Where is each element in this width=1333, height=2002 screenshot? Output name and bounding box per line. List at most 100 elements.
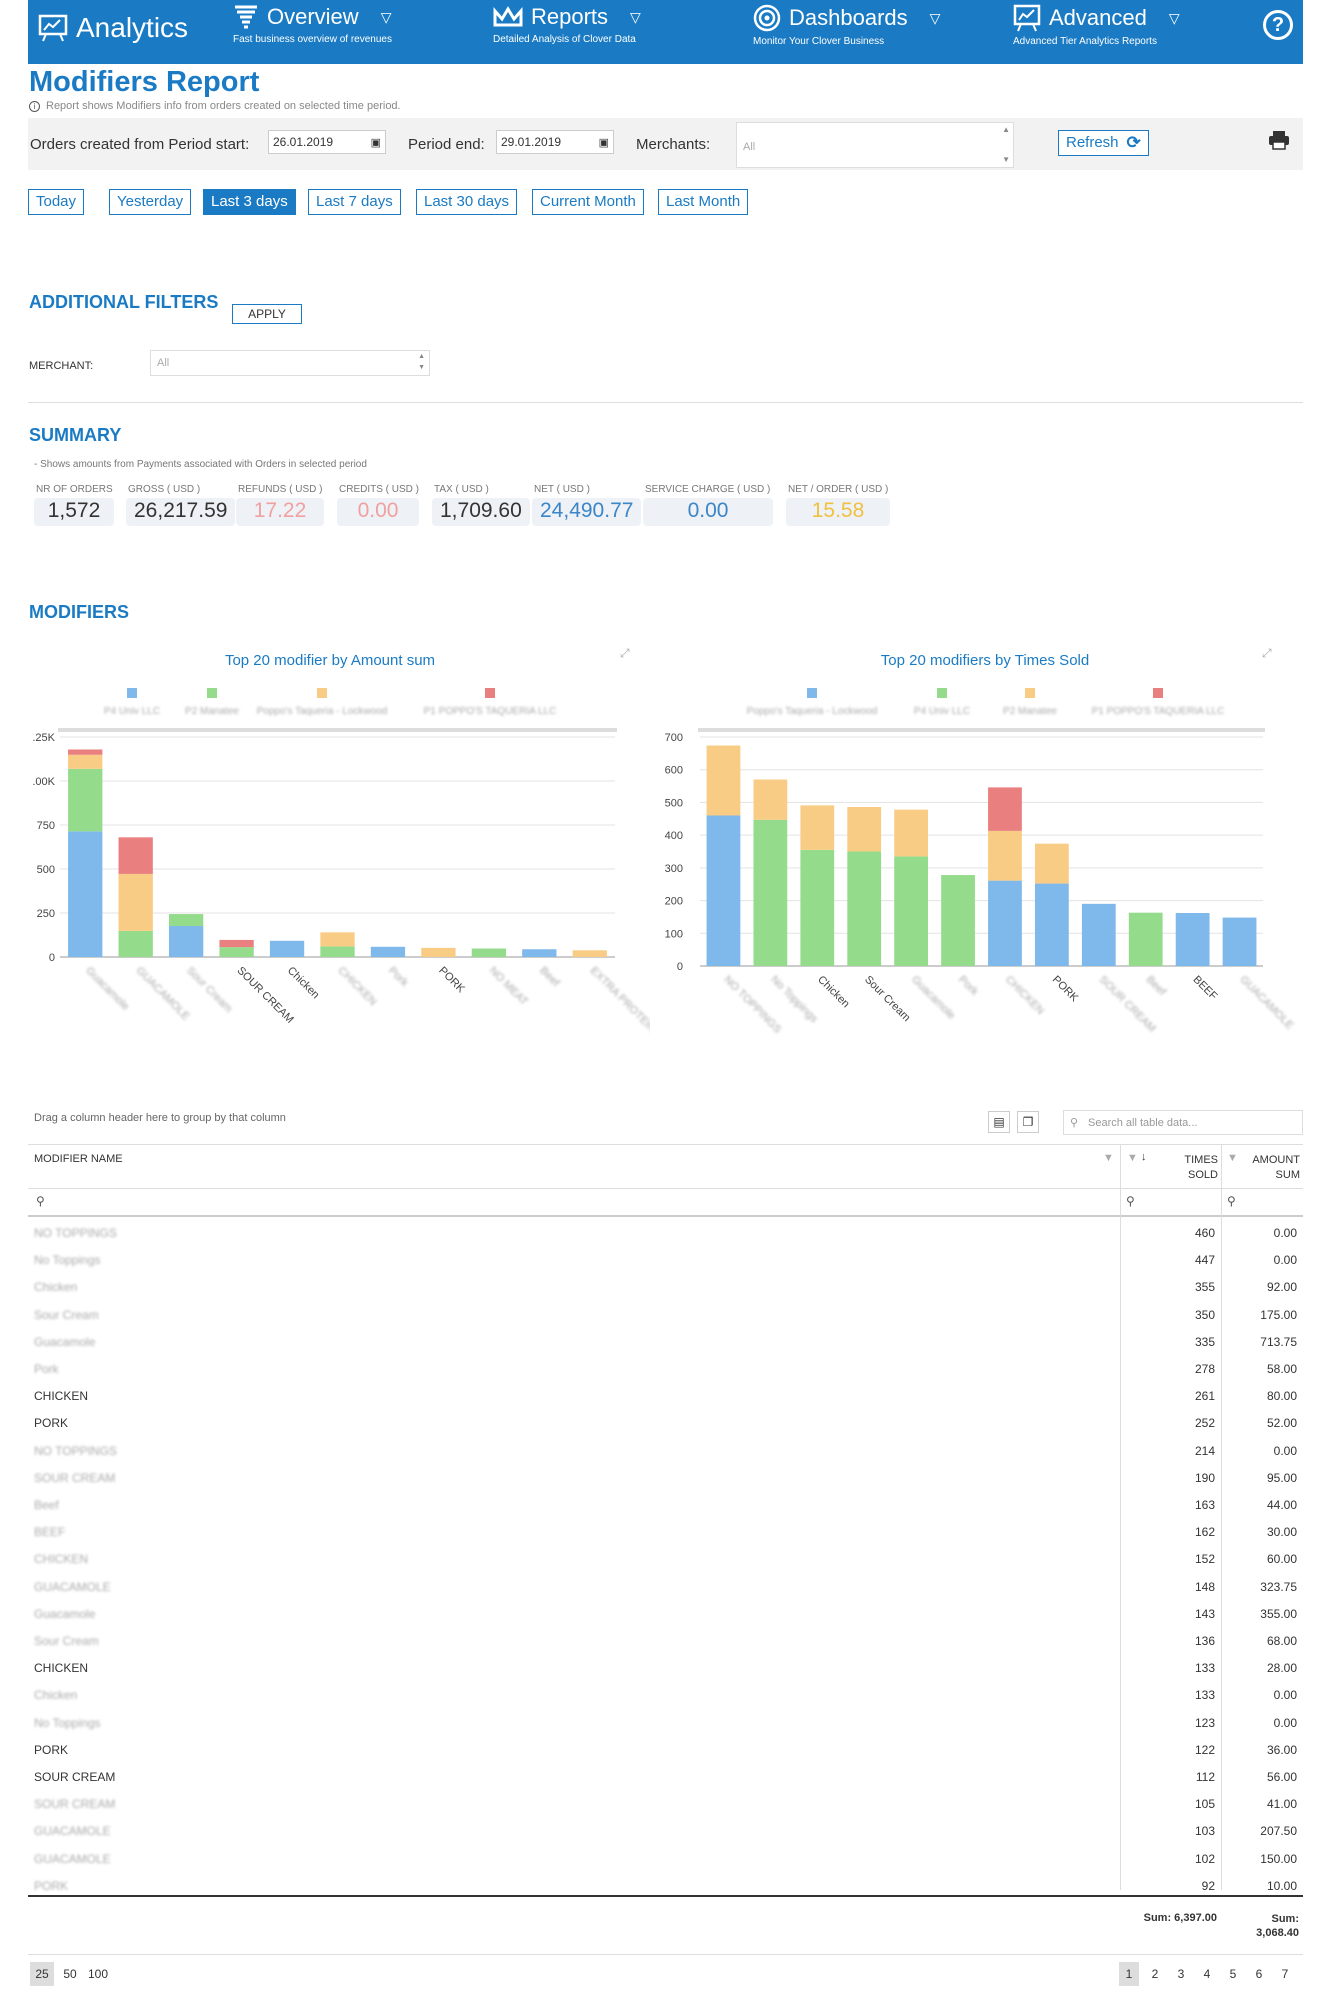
- table-row[interactable]: Beef 163 44.00: [28, 1491, 1303, 1518]
- bar-segment[interactable]: [522, 949, 557, 957]
- bar-segment[interactable]: [68, 749, 103, 755]
- page-size-option[interactable]: 100: [87, 1967, 109, 1981]
- legend-swatch[interactable]: [807, 688, 817, 698]
- table-row[interactable]: NO TOPPINGS 460 0.00: [28, 1219, 1303, 1246]
- table-row[interactable]: SOUR CREAM 105 41.00: [28, 1790, 1303, 1817]
- column-header-times-sold[interactable]: TIMES SOLD: [1160, 1153, 1218, 1183]
- table-search-input[interactable]: ⚲ Search all table data...: [1063, 1110, 1303, 1135]
- table-row[interactable]: SOUR CREAM 112 56.00: [28, 1763, 1303, 1790]
- column-header-modifier-name[interactable]: MODIFIER NAME: [34, 1153, 123, 1165]
- brand[interactable]: Analytics: [38, 12, 188, 44]
- filter-row-amount-sum[interactable]: ⚲: [1222, 1189, 1302, 1215]
- bar-segment[interactable]: [168, 914, 204, 927]
- table-row[interactable]: PORK 122 36.00: [28, 1736, 1303, 1763]
- legend-swatch[interactable]: [207, 688, 217, 698]
- page-button[interactable]: 6: [1255, 1967, 1263, 1981]
- calendar-icon[interactable]: ▣: [370, 136, 381, 149]
- bar-segment[interactable]: [1081, 903, 1116, 966]
- table-row[interactable]: GUACAMOLE 103 207.50: [28, 1817, 1303, 1844]
- page-button[interactable]: 3: [1177, 1967, 1185, 1981]
- period-end-input[interactable]: 29.01.2019 ▣: [496, 130, 614, 154]
- bar-segment[interactable]: [988, 787, 1022, 831]
- legend-label[interactable]: P2 Manatee: [185, 706, 239, 717]
- table-row[interactable]: CHICKEN 133 28.00: [28, 1654, 1303, 1681]
- sort-desc-icon[interactable]: ↓: [1141, 1151, 1147, 1163]
- period-start-input[interactable]: 26.01.2019 ▣: [268, 130, 386, 154]
- bar-segment[interactable]: [753, 819, 788, 966]
- legend-swatch[interactable]: [485, 688, 495, 698]
- expand-icon[interactable]: ⤢: [1261, 646, 1272, 660]
- table-row[interactable]: No Toppings 123 0.00: [28, 1709, 1303, 1736]
- scroll-down-icon[interactable]: ▼: [418, 364, 425, 371]
- bar-segment[interactable]: [847, 851, 882, 967]
- page-size-option[interactable]: 50: [63, 1967, 77, 1981]
- table-row[interactable]: PORK 92 10.00: [28, 1872, 1303, 1899]
- nav-reports[interactable]: Reports ▽ Detailed Analysis of Clover Dat…: [493, 4, 641, 45]
- refresh-button[interactable]: Refresh ⟳: [1058, 130, 1149, 156]
- bar-segment[interactable]: [988, 880, 1022, 966]
- legend-swatch[interactable]: [317, 688, 327, 698]
- table-row[interactable]: Guacamole 143 355.00: [28, 1600, 1303, 1627]
- filter-icon[interactable]: ▼: [1103, 1152, 1114, 1164]
- scroll-down-icon[interactable]: ▼: [1002, 155, 1010, 164]
- legend-swatch[interactable]: [1025, 688, 1035, 698]
- scroll-up-icon[interactable]: ▲: [1002, 125, 1010, 134]
- legend-label[interactable]: Poppo's Taqueria - Lockwood: [257, 706, 388, 717]
- legend-swatch[interactable]: [937, 688, 947, 698]
- bar-segment[interactable]: [941, 875, 975, 966]
- page-button[interactable]: 2: [1151, 1967, 1159, 1981]
- bar-segment[interactable]: [988, 830, 1022, 881]
- bar-segment[interactable]: [894, 856, 929, 966]
- table-row[interactable]: Guacamole 335 713.75: [28, 1328, 1303, 1355]
- bar-segment[interactable]: [706, 745, 741, 816]
- filter-row-times-sold[interactable]: ⚲: [1121, 1189, 1221, 1215]
- bar-segment[interactable]: [118, 930, 153, 957]
- legend-label[interactable]: P2 Manatee: [1003, 706, 1057, 717]
- bar-segment[interactable]: [1175, 913, 1210, 966]
- bar-segment[interactable]: [219, 939, 254, 948]
- bar-segment[interactable]: [168, 926, 204, 957]
- bar-segment[interactable]: [320, 932, 355, 947]
- expand-icon[interactable]: ⤢: [619, 646, 630, 660]
- bar-segment[interactable]: [1222, 917, 1257, 966]
- bar-segment[interactable]: [753, 779, 788, 820]
- bar-segment[interactable]: [894, 809, 929, 857]
- print-icon[interactable]: [1268, 130, 1290, 150]
- table-row[interactable]: Chicken 133 0.00: [28, 1681, 1303, 1708]
- bar-segment[interactable]: [471, 948, 507, 957]
- help-icon[interactable]: ?: [1263, 10, 1293, 40]
- merchant-filter-select[interactable]: All ▲ ▼: [150, 350, 430, 376]
- bar-segment[interactable]: [68, 754, 103, 769]
- page-button[interactable]: 1: [1119, 1962, 1139, 1986]
- range-button[interactable]: Yesterday: [109, 189, 192, 215]
- range-button[interactable]: Last Month: [658, 189, 749, 215]
- bar-segment[interactable]: [1128, 912, 1163, 966]
- bar-segment[interactable]: [847, 807, 882, 852]
- table-row[interactable]: Pork 278 58.00: [28, 1355, 1303, 1382]
- table-row[interactable]: Sour Cream 350 175.00: [28, 1301, 1303, 1328]
- bar-segment[interactable]: [370, 946, 406, 957]
- bar-segment[interactable]: [572, 950, 607, 957]
- nav-dashboards[interactable]: Dashboards ▽ Monitor Your Clover Business: [753, 4, 940, 47]
- table-row[interactable]: PORK 252 52.00: [28, 1409, 1303, 1436]
- bar-segment[interactable]: [1034, 883, 1069, 966]
- range-button[interactable]: Today: [28, 189, 85, 215]
- bar-segment[interactable]: [800, 849, 835, 966]
- bar-segment[interactable]: [219, 947, 254, 957]
- filter-icon[interactable]: ▼: [1127, 1152, 1138, 1164]
- table-row[interactable]: CHICKEN 152 60.00: [28, 1545, 1303, 1572]
- filter-row-name[interactable]: ⚲: [28, 1189, 1120, 1215]
- legend-label[interactable]: P1 POPPO'S TAQUERIA LLC: [1092, 706, 1225, 717]
- calendar-icon[interactable]: ▣: [598, 136, 609, 149]
- table-row[interactable]: BEEF 162 30.00: [28, 1518, 1303, 1545]
- table-row[interactable]: NO TOPPINGS 214 0.00: [28, 1437, 1303, 1464]
- nav-overview[interactable]: Overview ▽ Fast business overview of reve…: [233, 4, 392, 45]
- bar-segment[interactable]: [320, 946, 355, 957]
- range-button[interactable]: Current Month: [532, 189, 644, 215]
- page-button[interactable]: 4: [1203, 1967, 1211, 1981]
- legend-label[interactable]: P1 POPPO'S TAQUERIA LLC: [424, 706, 557, 717]
- legend-label[interactable]: Poppo's Taqueria - Lockwood: [747, 706, 878, 717]
- bar-segment[interactable]: [68, 831, 103, 957]
- export-excel-icon[interactable]: ▤: [988, 1111, 1010, 1133]
- table-row[interactable]: Chicken 355 92.00: [28, 1273, 1303, 1300]
